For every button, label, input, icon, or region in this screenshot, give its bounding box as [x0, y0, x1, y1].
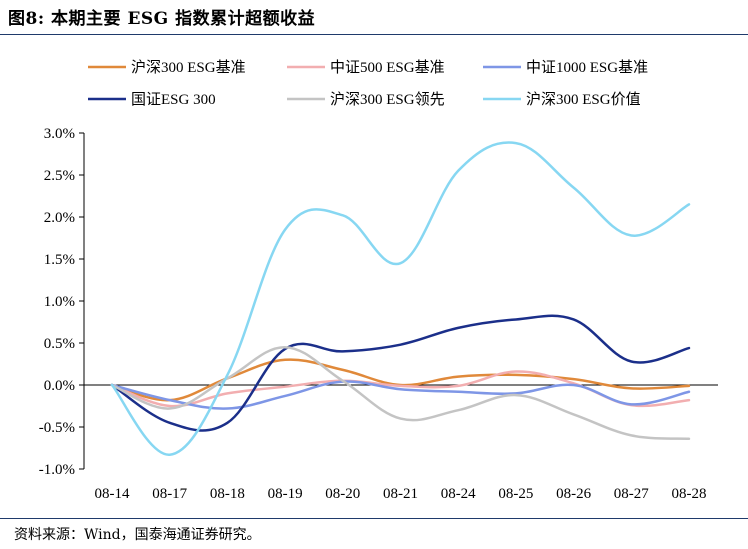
line-chart: 沪深300 ESG基准 中证500 ESG基准 中证1000 ESG基准国证ESG …: [39, 59, 718, 502]
legend-label: 中证1000 ESG基准: [526, 59, 648, 76]
series-line: [110, 345, 691, 441]
legend-label: 沪深300 ESG基准: [131, 59, 246, 76]
y-tick-label: -1.0%: [39, 462, 75, 478]
x-tick-label: 08-14: [95, 486, 130, 502]
legend-label: 国证ESG 300: [131, 91, 216, 108]
x-tick-label: 08-27: [614, 486, 649, 502]
source-note: 资料来源：Wind，国泰海通证券研究。: [14, 527, 261, 543]
y-tick-label: 2.0%: [44, 210, 75, 226]
x-tick-label: 08-19: [268, 486, 303, 502]
y-tick-label: 0.0%: [44, 378, 75, 394]
y-tick-label: 1.5%: [44, 252, 75, 268]
figure-title: 图8: 本期主要 ESG 指数累计超额收益: [8, 9, 316, 29]
x-tick-label: 08-28: [672, 486, 707, 502]
legend: 沪深300 ESG基准 中证500 ESG基准 中证1000 ESG基准国证ESG …: [88, 59, 648, 108]
series-line: [110, 141, 691, 456]
y-tick-label: 0.5%: [44, 336, 75, 352]
legend-label: 沪深300 ESG领先: [330, 91, 445, 108]
y-tick-label: -0.5%: [39, 420, 75, 436]
x-tick-label: 08-24: [441, 486, 476, 502]
title-rule: [0, 34, 748, 35]
y-tick-label: 2.5%: [44, 168, 75, 184]
x-tick-label: 08-21: [383, 486, 418, 502]
x-tick-label: 08-26: [556, 486, 591, 502]
y-axis: -1.0% -0.5% 0.0% 0.5% 1.0% 1.5% 2.0% 2.5% 3.0%: [39, 126, 85, 478]
series-line: [110, 314, 691, 432]
x-tick-label: 08-20: [325, 486, 360, 502]
y-tick-label: 1.0%: [44, 294, 75, 310]
bottom-rule: [0, 518, 748, 519]
x-tick-label: 08-18: [210, 486, 245, 502]
y-tick-label: 3.0%: [44, 126, 75, 142]
series-lines: [110, 141, 691, 456]
legend-label: 沪深300 ESG价值: [526, 91, 641, 108]
legend-label: 中证500 ESG基准: [330, 59, 445, 76]
x-tick-label: 08-25: [498, 486, 533, 502]
x-tick-label: 08-17: [152, 486, 187, 502]
